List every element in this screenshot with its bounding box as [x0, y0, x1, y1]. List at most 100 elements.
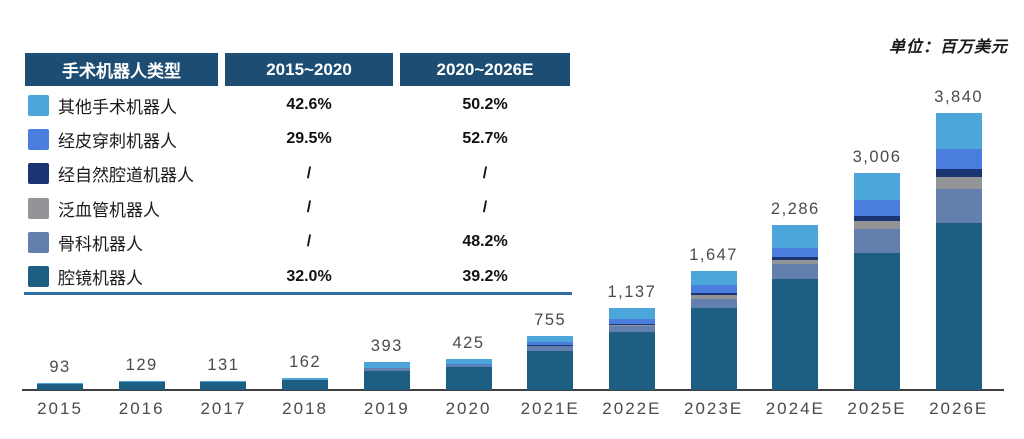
cagr-value: /	[306, 233, 312, 251]
bar-segment-经自然腔道机器人	[935, 169, 982, 178]
bar-segment-骨科机器人	[527, 346, 574, 351]
bar-stack	[118, 380, 165, 390]
legend-label: 骨科机器人	[58, 234, 143, 254]
table-header-type: 手术机器人类型	[25, 53, 218, 86]
bar-segment-腔镜机器人	[282, 379, 329, 390]
cagr-value: 29.5%	[286, 130, 332, 148]
cagr-value: /	[306, 199, 312, 217]
bar-segment-泛血管机器人	[772, 259, 819, 264]
table-header-row: 手术机器人类型 2015~2020 2020~2026E	[25, 53, 570, 86]
legend-swatch-panvascular	[28, 197, 49, 219]
bar-segment-腔镜机器人	[935, 222, 982, 390]
bar-total-label: 1,647	[689, 246, 738, 265]
cagr-value: /	[482, 164, 488, 182]
bar-stack	[363, 361, 410, 390]
bar-segment-经自然腔道机器人	[608, 323, 655, 325]
bar-segment-经皮穿刺机器人	[690, 284, 737, 294]
bar-segment-其他手术机器人	[527, 335, 574, 343]
cagr-value: 48.2%	[462, 233, 508, 251]
x-axis-label: 2026E	[929, 399, 989, 418]
legend-swatch-orthopedic	[28, 231, 49, 253]
bar-stack	[282, 378, 329, 390]
bar-segment-其他手术机器人	[690, 271, 737, 285]
bar-segment-其他手术机器人	[854, 173, 900, 200]
table-underline	[24, 292, 572, 295]
bar-segment-腔镜机器人	[608, 332, 655, 390]
x-axis-label: 2022E	[602, 399, 662, 418]
bar-segment-骨科机器人	[608, 325, 655, 333]
table-row: 经自然腔道机器人 / /	[25, 157, 570, 191]
legend-swatch-laparoscopic	[28, 266, 49, 288]
bar-total-label: 3,006	[852, 148, 902, 167]
table-row: 骨科机器人 / 48.2%	[25, 225, 570, 259]
bar-total-label: 131	[207, 355, 240, 374]
bar-segment-其他手术机器人	[772, 225, 819, 249]
bar-stack	[37, 383, 83, 390]
bar-segment-骨科机器人	[363, 368, 410, 371]
bar-segment-骨科机器人	[690, 298, 737, 309]
bar-total-label: 3,840	[934, 87, 984, 106]
cagr-value: 50.2%	[462, 96, 508, 114]
bar-stack	[772, 225, 819, 390]
x-axis-label: 2018	[282, 399, 328, 418]
bar-segment-经自然腔道机器人	[690, 293, 737, 296]
x-axis-label: 2021E	[520, 399, 580, 418]
legend-label: 经自然腔道机器人	[58, 166, 194, 186]
legend-label: 经皮穿刺机器人	[58, 131, 177, 151]
bar-segment-其他手术机器人	[935, 112, 982, 149]
bar-segment-其他手术机器人	[445, 359, 492, 365]
bar-segment-经皮穿刺机器人	[772, 248, 819, 258]
bar-segment-泛血管机器人	[527, 345, 574, 347]
bar-segment-经皮穿刺机器人	[527, 342, 574, 346]
x-axis-label: 2015	[37, 399, 83, 418]
bar-segment-经皮穿刺机器人	[935, 148, 982, 170]
legend-label: 泛血管机器人	[58, 200, 160, 220]
table-row: 经皮穿刺机器人 29.5% 52.7%	[25, 122, 570, 156]
x-axis-line	[22, 389, 1004, 391]
cagr-value: /	[306, 164, 312, 182]
x-axis-label: 2016	[118, 399, 165, 418]
legend-swatch-other	[28, 94, 49, 116]
bar-segment-骨科机器人	[772, 263, 819, 279]
cagr-value: 52.7%	[462, 130, 508, 148]
cagr-value: /	[482, 199, 488, 217]
bar-segment-腔镜机器人	[854, 252, 900, 390]
bar-segment-其他手术机器人	[118, 380, 165, 382]
legend-label: 腔镜机器人	[58, 269, 143, 289]
cagr-value: 32.0%	[286, 267, 332, 285]
bar-segment-其他手术机器人	[282, 378, 329, 380]
bar-segment-经自然腔道机器人	[772, 257, 819, 260]
bar-total-label: 129	[125, 355, 158, 374]
unit-note: 单位：百万美元	[888, 39, 1008, 56]
bar-stack	[935, 112, 982, 390]
x-axis-label: 2024E	[765, 399, 825, 418]
bar-total-label: 93	[49, 358, 71, 377]
bar-total-label: 755	[534, 310, 567, 329]
bar-segment-经皮穿刺机器人	[854, 199, 900, 216]
cagr-value: 42.6%	[286, 96, 332, 114]
bar-segment-腔镜机器人	[527, 350, 574, 390]
bar-total-label: 1,137	[607, 282, 657, 301]
bar-segment-骨科机器人	[935, 188, 982, 223]
legend-swatch-natural-orifice	[28, 163, 49, 185]
bar-segment-骨科机器人	[445, 364, 492, 367]
x-axis-label: 2025E	[847, 399, 907, 418]
bar-segment-骨科机器人	[854, 228, 900, 253]
bar-segment-泛血管机器人	[608, 324, 655, 326]
x-axis-label: 2023E	[684, 399, 744, 418]
bar-total-label: 2,286	[770, 199, 820, 218]
bar-segment-腔镜机器人	[37, 384, 83, 390]
bar-segment-其他手术机器人	[37, 383, 83, 385]
bar-stack	[690, 271, 737, 390]
bar-segment-其他手术机器人	[608, 307, 655, 319]
table-row: 泛血管机器人 / /	[25, 191, 570, 225]
bar-segment-泛血管机器人	[690, 295, 737, 299]
table-body: 其他手术机器人 42.6% 50.2% 经皮穿刺机器人 29.5% 52.7% …	[25, 88, 570, 294]
bar-segment-经皮穿刺机器人	[608, 318, 655, 324]
bar-segment-腔镜机器人	[445, 366, 492, 390]
legend-swatch-percutaneous	[28, 128, 49, 150]
bar-stack	[854, 173, 900, 390]
bar-segment-腔镜机器人	[200, 381, 247, 390]
